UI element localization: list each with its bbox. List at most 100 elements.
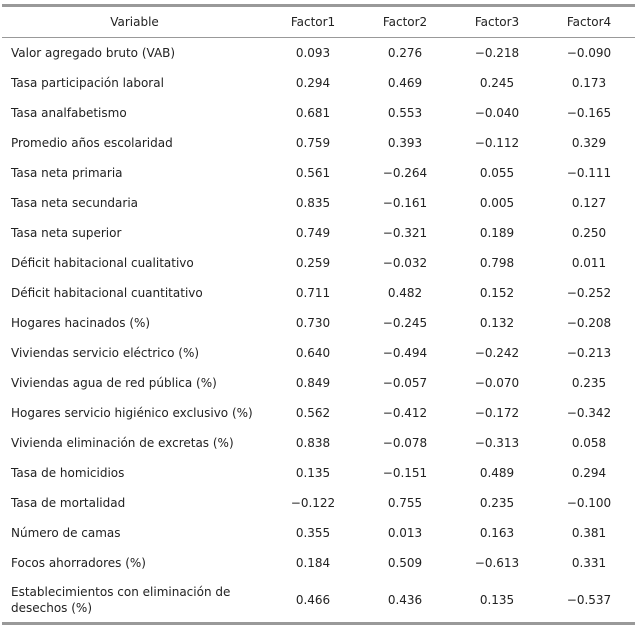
value-cell: 0.135 xyxy=(295,466,331,480)
value-cell: 0.184 xyxy=(295,556,331,570)
value-cell: −0.057 xyxy=(382,376,428,390)
value-cell: 0.755 xyxy=(387,496,423,510)
value-cell: −0.218 xyxy=(474,46,520,60)
variable-cell: Tasa de homicidios xyxy=(11,466,125,480)
value-cell: −0.342 xyxy=(566,406,612,420)
value-cell: 0.489 xyxy=(479,466,515,480)
variable-cell: Déficit habitacional cualitativo xyxy=(11,256,194,270)
value-cell: −0.078 xyxy=(382,436,428,450)
value-cell: 0.259 xyxy=(295,256,331,270)
value-cell: 0.135 xyxy=(479,593,515,607)
variable-cell: Focos ahorradores (%) xyxy=(11,556,146,570)
value-cell: −0.313 xyxy=(474,436,520,450)
value-cell: 0.245 xyxy=(479,76,515,90)
value-cell: −0.242 xyxy=(474,346,520,360)
value-cell: 0.294 xyxy=(571,466,607,480)
value-cell: −0.252 xyxy=(566,286,612,300)
value-cell: −0.070 xyxy=(474,376,520,390)
value-cell: 0.561 xyxy=(295,166,331,180)
table-row: Tasa participación laboral 0.294 0.469 0.24… xyxy=(2,68,635,98)
value-cell: −0.161 xyxy=(382,196,428,210)
value-cell: 0.469 xyxy=(387,76,423,90)
variable-cell: Vivienda eliminación de excretas (%) xyxy=(11,436,234,450)
value-cell: 0.482 xyxy=(387,286,423,300)
value-cell: −0.112 xyxy=(474,136,520,150)
value-cell: −0.245 xyxy=(382,316,428,330)
value-cell: −0.213 xyxy=(566,346,612,360)
table-row: Viviendas servicio eléctrico (%) 0.640 −0.… xyxy=(2,338,635,368)
column-header: Factor4 xyxy=(566,15,612,29)
value-cell: 0.381 xyxy=(571,526,607,540)
table-row: Déficit habitacional cualitativo 0.259 −0.… xyxy=(2,248,635,278)
value-cell: 0.749 xyxy=(295,226,331,240)
value-cell: −0.412 xyxy=(382,406,428,420)
value-cell: −0.172 xyxy=(474,406,520,420)
variable-cell: Hogares servicio higiénico exclusivo (%) xyxy=(11,406,253,420)
value-cell: 0.250 xyxy=(571,226,607,240)
variable-cell: Número de camas xyxy=(11,526,121,540)
table-row: Viviendas agua de red pública (%) 0.849 −0… xyxy=(2,368,635,398)
table-row: Tasa analfabetismo 0.681 0.553 −0.040 −0.165 xyxy=(2,98,635,128)
table-row: Hogares servicio higiénico exclusivo (%)… xyxy=(2,398,635,428)
table-row: Focos ahorradores (%) 0.184 0.509 −0.613 0.3… xyxy=(2,548,635,578)
table-row: Número de camas 0.355 0.013 0.163 0.381 xyxy=(2,518,635,548)
variable-cell: Déficit habitacional cuantitativo xyxy=(11,286,203,300)
column-header: Variable xyxy=(110,15,159,29)
variable-cell: Tasa neta primaria xyxy=(11,166,123,180)
variable-cell: Promedio años escolaridad xyxy=(11,136,173,150)
value-cell: 0.838 xyxy=(295,436,331,450)
column-header: Factor3 xyxy=(474,15,520,29)
value-cell: −0.040 xyxy=(474,106,520,120)
variable-cell: Tasa neta secundaria xyxy=(11,196,139,210)
factor-table: Variable Factor1 Factor2 Factor3 Factor4 Val… xyxy=(2,4,635,625)
value-cell: 0.235 xyxy=(571,376,607,390)
value-cell: 0.640 xyxy=(295,346,331,360)
value-cell: −0.090 xyxy=(566,46,612,60)
value-cell: −0.613 xyxy=(474,556,520,570)
value-cell: 0.132 xyxy=(479,316,515,330)
value-cell: 0.058 xyxy=(571,436,607,450)
column-header: Factor2 xyxy=(382,15,428,29)
value-cell: −0.032 xyxy=(382,256,428,270)
table-body: Valor agregado bruto (VAB) 0.093 0.276 −0.2… xyxy=(2,38,635,624)
table-row: Tasa neta primaria 0.561 −0.264 0.055 −0.111 xyxy=(2,158,635,188)
value-cell: 0.329 xyxy=(571,136,607,150)
value-cell: 0.711 xyxy=(295,286,331,300)
page: Variable Factor1 Factor2 Factor3 Factor4 Val… xyxy=(0,4,637,634)
value-cell: 0.127 xyxy=(571,196,607,210)
value-cell: −0.111 xyxy=(566,166,612,180)
table-row: Establecimientos con eliminación de dese… xyxy=(2,578,635,624)
value-cell: −0.165 xyxy=(566,106,612,120)
variable-cell: Valor agregado bruto (VAB) xyxy=(11,46,176,60)
table-row: Valor agregado bruto (VAB) 0.093 0.276 −0.2… xyxy=(2,38,635,69)
value-cell: 0.163 xyxy=(479,526,515,540)
table-row: Tasa de homicidios 0.135 −0.151 0.489 0.294 xyxy=(2,458,635,488)
value-cell: −0.100 xyxy=(566,496,612,510)
table-row: Vivienda eliminación de excretas (%) 0.83… xyxy=(2,428,635,458)
value-cell: 0.553 xyxy=(387,106,423,120)
value-cell: −0.321 xyxy=(382,226,428,240)
value-cell: 0.235 xyxy=(479,496,515,510)
value-cell: 0.189 xyxy=(479,226,515,240)
variable-cell: Hogares hacinados (%) xyxy=(11,316,151,330)
table-row: Promedio años escolaridad 0.759 0.393 −0.11… xyxy=(2,128,635,158)
value-cell: 0.011 xyxy=(571,256,607,270)
variable-cell: Tasa participación laboral xyxy=(11,76,164,90)
value-cell: 0.331 xyxy=(571,556,607,570)
table-row: Tasa de mortalidad −0.122 0.755 0.235 −0.100 xyxy=(2,488,635,518)
value-cell: 0.005 xyxy=(479,196,515,210)
variable-cell: Tasa de mortalidad xyxy=(11,496,126,510)
value-cell: 0.436 xyxy=(387,593,423,607)
value-cell: 0.849 xyxy=(295,376,331,390)
value-cell: 0.152 xyxy=(479,286,515,300)
value-cell: 0.466 xyxy=(295,593,331,607)
value-cell: 0.294 xyxy=(295,76,331,90)
value-cell: 0.509 xyxy=(387,556,423,570)
value-cell: −0.151 xyxy=(382,466,428,480)
variable-cell: Viviendas servicio eléctrico (%) xyxy=(11,346,200,360)
table-row: Tasa neta superior 0.749 −0.321 0.189 0.250 xyxy=(2,218,635,248)
table-row: Tasa neta secundaria 0.835 −0.161 0.005 0.12… xyxy=(2,188,635,218)
variable-cell: Tasa analfabetismo xyxy=(11,106,127,120)
value-cell: 0.013 xyxy=(387,526,423,540)
value-cell: 0.093 xyxy=(295,46,331,60)
